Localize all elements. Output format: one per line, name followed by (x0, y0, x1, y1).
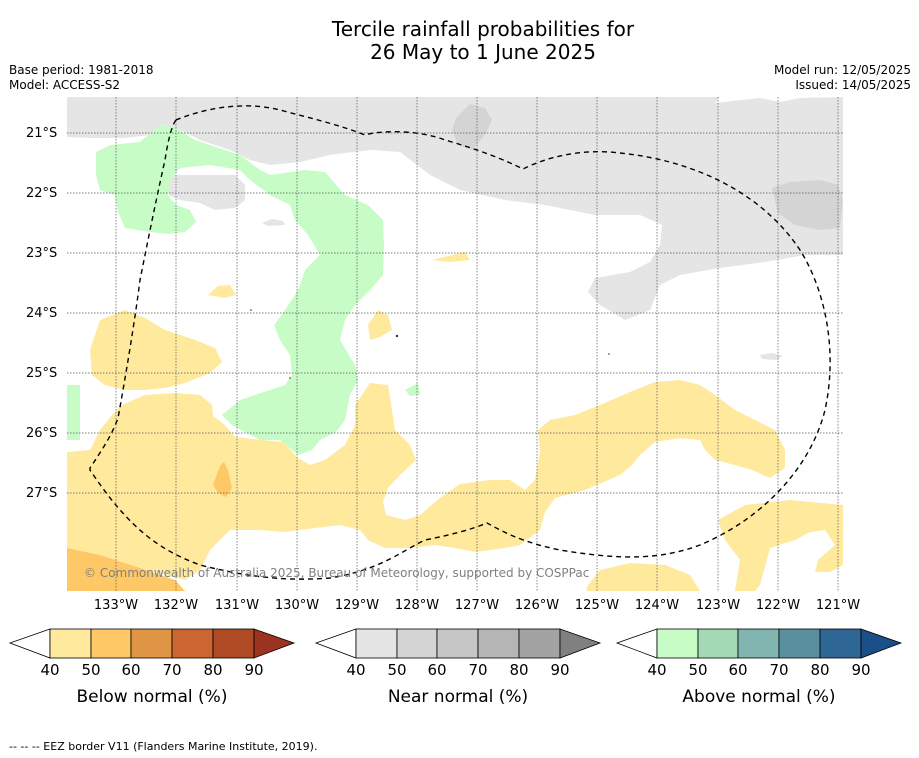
metadata-right: Model run: 12/05/2025 Issued: 14/05/2025 (774, 63, 911, 93)
colorbar-tick: 80 (203, 661, 223, 679)
near-normal-50-regions (452, 104, 843, 230)
model-run: Model run: 12/05/2025 (773, 63, 911, 77)
rainfall-probability-map: © Commonwealth of Australia 2025, Bureau… (67, 97, 843, 591)
issued-date: Issued: 14/05/2025 (795, 78, 911, 92)
colorbar-tick: 70 (769, 661, 789, 679)
colorbar-tick: 40 (40, 661, 60, 679)
lon-label: 128°W (394, 598, 440, 613)
lon-label: 131°W (214, 598, 260, 613)
colorbar-tick: 80 (509, 661, 529, 679)
colorbar-tick: 50 (688, 661, 708, 679)
colorbar-tick: 70 (162, 661, 182, 679)
colorbar-tick: 60 (427, 661, 447, 679)
lat-label: 23°S (26, 246, 58, 261)
above-normal-regions (67, 125, 420, 455)
colorbar-tick: 90 (550, 661, 570, 679)
lon-label: 129°W (334, 598, 380, 613)
colorbar-tick: 40 (647, 661, 667, 679)
lon-label: 123°W (695, 598, 741, 613)
lon-label: 122°W (755, 598, 801, 613)
lon-label: 121°W (815, 598, 861, 613)
island-markers (250, 309, 610, 379)
colorbar-label-above: Above normal (%) (682, 687, 836, 707)
colorbar-group (8, 628, 903, 659)
colorbar-tick: 40 (346, 661, 366, 679)
lat-label: 26°S (26, 426, 58, 441)
colorbar-label-near: Near normal (%) (387, 687, 529, 707)
map-title: Tercile rainfall probabilities for 26 Ma… (0, 18, 919, 64)
copyright-notice: © Commonwealth of Australia 2025, Bureau… (84, 566, 589, 580)
colorbar-tick: 90 (851, 661, 871, 679)
colorbar-near-normal (314, 628, 602, 659)
title-line-1: Tercile rainfall probabilities for (331, 17, 635, 41)
colorbar-tick: 50 (81, 661, 101, 679)
lon-label: 130°W (274, 598, 320, 613)
colorbar-tick: 50 (387, 661, 407, 679)
eez-legend-note: -- -- -- EEZ border V11 (Flanders Marine… (9, 740, 318, 753)
colorbar-tick: 90 (244, 661, 264, 679)
lon-label: 127°W (454, 598, 500, 613)
near-normal-regions (67, 97, 843, 360)
lon-label: 126°W (514, 598, 560, 613)
lat-label: 22°S (26, 186, 58, 201)
colorbar-tick: 70 (468, 661, 488, 679)
below-normal-regions (67, 252, 843, 591)
lat-label: 21°S (26, 126, 58, 141)
colorbar-above-normal (615, 628, 903, 659)
lon-label: 132°W (153, 598, 199, 613)
lat-label: 25°S (26, 366, 58, 381)
eez-border (89, 105, 831, 580)
model-name: Model: ACCESS-S2 (9, 78, 121, 92)
lon-label: 133°W (93, 598, 139, 613)
lat-label: 27°S (26, 486, 58, 501)
lon-label: 124°W (634, 598, 680, 613)
below-normal-50-regions (67, 462, 232, 591)
colorbar-tick: 60 (121, 661, 141, 679)
lat-label: 24°S (26, 306, 58, 321)
lon-label: 125°W (574, 598, 620, 613)
colorbar-label-below: Below normal (%) (76, 687, 228, 707)
colorbar-below-normal (8, 628, 296, 659)
metadata-left: Base period: 1981-2018 Model: ACCESS-S2 (9, 63, 154, 93)
colorbar-tick: 80 (810, 661, 830, 679)
title-line-2: 26 May to 1 June 2025 (370, 40, 596, 64)
base-period: Base period: 1981-2018 (9, 63, 154, 77)
graticule (67, 97, 843, 591)
colorbar-tick: 60 (728, 661, 748, 679)
